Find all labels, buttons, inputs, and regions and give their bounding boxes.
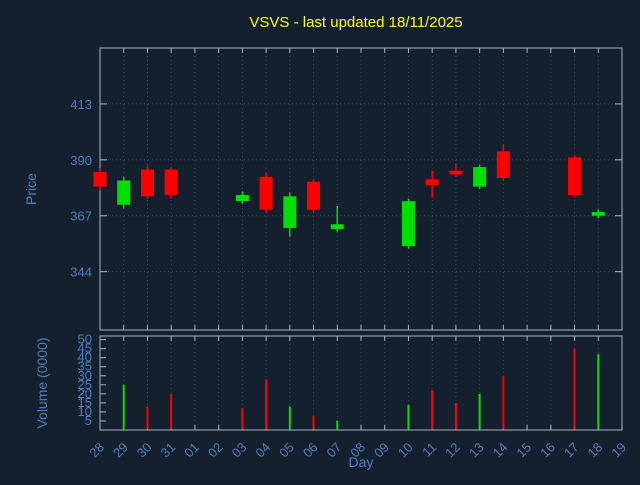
price-tick-label: 413 <box>70 97 92 112</box>
candle-body <box>307 181 321 210</box>
price-tick-label: 344 <box>70 265 92 280</box>
candle-body <box>473 167 487 187</box>
gridlines <box>99 48 623 430</box>
day-tick-label: 13 <box>466 440 487 461</box>
day-tick-label: 02 <box>205 440 226 461</box>
candle-body <box>164 169 178 196</box>
candle-body <box>259 176 273 210</box>
day-tick-label: 18 <box>585 440 606 461</box>
candle-body <box>235 195 249 202</box>
day-tick-label: 12 <box>442 440 463 461</box>
volume-tick-label: 5 <box>85 413 92 428</box>
candle-body <box>425 179 439 186</box>
volume-tick-label: 45 <box>78 341 92 356</box>
candle-body <box>117 180 131 205</box>
candle-body <box>568 157 582 196</box>
volume-tick-label: 25 <box>78 377 92 392</box>
day-tick-label: 01 <box>181 440 202 461</box>
volume-tick-label: 15 <box>78 395 92 410</box>
day-tick-label: 03 <box>229 440 250 461</box>
volume-tick-label: 20 <box>78 386 92 401</box>
candle-body <box>591 212 605 216</box>
candle-body <box>496 151 510 179</box>
axis-ticks <box>99 48 623 430</box>
day-tick-label: 15 <box>513 440 534 461</box>
candle-body <box>401 201 415 247</box>
candle-body <box>449 170 463 175</box>
volume-bars <box>122 348 600 429</box>
candle-body <box>93 171 107 187</box>
day-tick-label: 05 <box>276 440 297 461</box>
day-tick-label: 31 <box>157 440 178 461</box>
volume-tick-label: 30 <box>78 368 92 383</box>
day-tick-label: 07 <box>324 440 345 461</box>
day-tick-label: 30 <box>134 440 155 461</box>
day-tick-label: 14 <box>490 440 511 461</box>
volume-tick-label: 35 <box>78 359 92 374</box>
chart-title: VSVS - last updated 18/11/2025 <box>249 14 462 31</box>
day-tick-label: 10 <box>395 440 416 461</box>
day-tick-label: 29 <box>110 440 131 461</box>
volume-panel-border <box>99 335 623 431</box>
x-axis-label: Day <box>349 454 374 470</box>
price-tick-label: 367 <box>70 209 92 224</box>
day-tick-label: 06 <box>300 440 321 461</box>
day-tick-label: 17 <box>561 440 582 461</box>
day-tick-label: 11 <box>419 440 439 460</box>
volume-axis-label: Volume (0000) <box>34 337 50 428</box>
candle-body <box>283 196 297 228</box>
volume-tick-label: 10 <box>78 404 92 419</box>
volume-tick-label: 40 <box>78 350 92 365</box>
price-tick-label: 390 <box>70 153 92 168</box>
day-tick-label: 19 <box>608 440 629 461</box>
price-panel-border <box>99 47 623 331</box>
price-axis-label: Price <box>23 173 39 205</box>
volume-tick-label: 50 <box>78 332 92 347</box>
day-tick-label: 09 <box>371 440 392 461</box>
candle-body <box>330 224 344 230</box>
day-tick-label: 04 <box>252 440 273 461</box>
candle-body <box>140 169 154 197</box>
day-tick-label: 16 <box>537 440 558 461</box>
candles <box>93 144 605 249</box>
day-tick-label: 28 <box>86 440 107 461</box>
